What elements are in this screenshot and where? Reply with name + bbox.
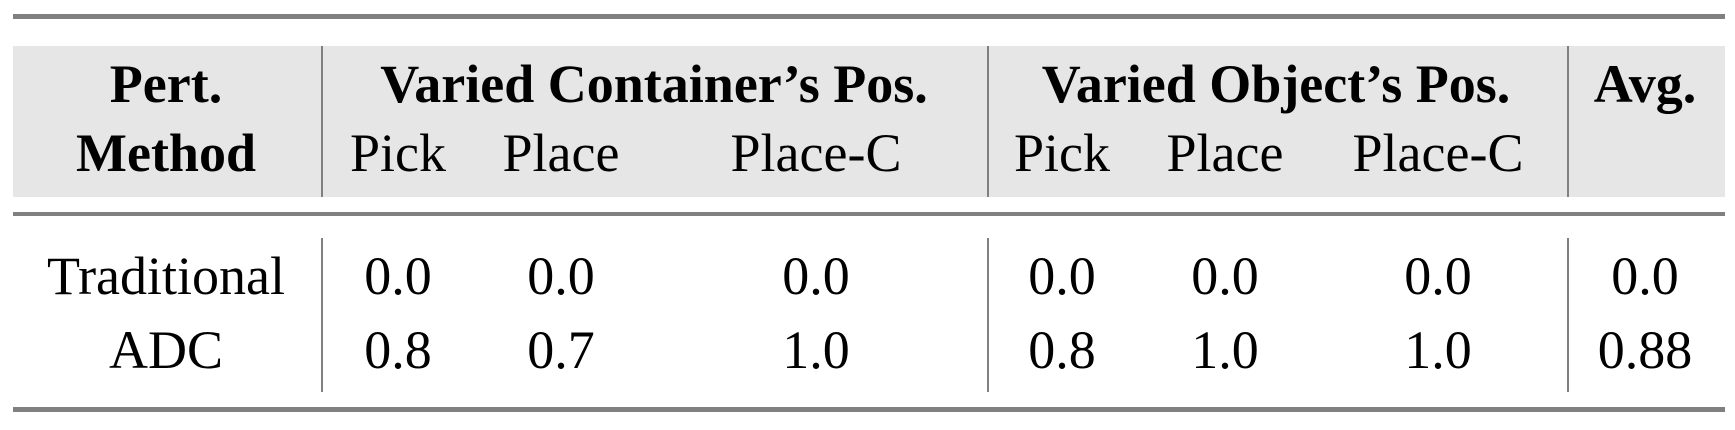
header-background: [13, 46, 1725, 197]
cell: 0.8: [364, 320, 432, 380]
subheader-place-c: Place-C: [1352, 123, 1524, 183]
header-pert: Pert.: [109, 54, 223, 114]
header-group-object: Varied Object’s Pos.: [1041, 54, 1511, 114]
divider-avg: [1567, 46, 1569, 197]
cell: 1.0: [1404, 320, 1472, 380]
subheader-place: Place: [502, 123, 620, 183]
bottom-rule: [13, 407, 1725, 412]
divider-group: [987, 46, 989, 197]
divider-group-body: [987, 238, 989, 392]
cell: 0.0: [364, 246, 432, 306]
subheader-pick: Pick: [349, 123, 447, 183]
divider-method-body: [321, 238, 323, 392]
header-avg: Avg.: [1593, 54, 1697, 114]
cell: 0.0: [782, 246, 850, 306]
cell: 0.8: [1028, 320, 1096, 380]
cell: 0.0: [1191, 246, 1259, 306]
row-method: ADC: [108, 320, 224, 380]
cell: 0.7: [527, 320, 595, 380]
header-method: Method: [76, 123, 256, 183]
row-method: Traditional: [46, 246, 286, 306]
cell: 0.0: [1404, 246, 1472, 306]
divider-avg-body: [1567, 238, 1569, 392]
cell-avg: 0.88: [1597, 320, 1693, 380]
cell: 1.0: [1191, 320, 1259, 380]
header-group-container: Varied Container’s Pos.: [380, 54, 928, 114]
mid-rule: [13, 212, 1725, 216]
subheader-place-c: Place-C: [730, 123, 902, 183]
cell: 0.0: [1028, 246, 1096, 306]
cell: 1.0: [782, 320, 850, 380]
subheader-place: Place: [1166, 123, 1284, 183]
top-rule: [13, 14, 1725, 19]
cell: 0.0: [527, 246, 595, 306]
cell-avg: 0.0: [1611, 246, 1679, 306]
divider-method: [321, 46, 323, 197]
subheader-pick: Pick: [1013, 123, 1111, 183]
